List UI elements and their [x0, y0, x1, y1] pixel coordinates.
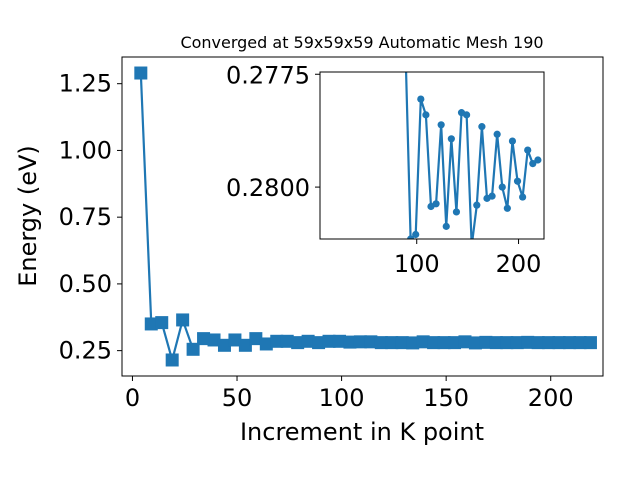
main-data-point — [573, 336, 587, 350]
main-data-point — [500, 336, 514, 350]
inset-data-point — [407, 235, 415, 239]
main-data-point — [322, 334, 336, 348]
main-data-point — [395, 336, 409, 350]
inset-data-point — [422, 111, 430, 119]
inset-data-point — [473, 201, 481, 209]
main-chart: Converged at 59x59x59 Automatic Mesh 190… — [14, 33, 604, 446]
main-data-point — [312, 336, 326, 350]
main-data-point — [291, 336, 305, 350]
inset-chart: 100 200 0.2775 0.2800 — [226, 61, 545, 278]
main-data-point — [238, 338, 252, 352]
inset-series-group — [404, 72, 542, 239]
main-y-ticks: 0.25 0.50 0.75 1.00 1.25 — [59, 70, 122, 365]
main-data-point — [197, 332, 211, 346]
main-plot-frame — [121, 56, 604, 377]
main-data-point — [448, 336, 462, 350]
inset-plot-frame — [319, 71, 545, 240]
main-data-point — [437, 336, 451, 350]
main-data-point — [374, 336, 388, 350]
main-data-point — [510, 336, 524, 350]
main-data-point — [207, 333, 221, 347]
main-data-point — [458, 335, 472, 349]
main-data-point — [416, 335, 430, 349]
inset-data-point — [534, 156, 542, 164]
inset-y-ticks: 0.2775 0.2800 — [226, 61, 320, 202]
main-data-point — [217, 338, 231, 352]
inset-data-point — [452, 208, 461, 216]
main-y-tick-label: 1.25 — [59, 70, 112, 98]
main-data-point — [563, 336, 577, 350]
inset-data-point — [513, 177, 522, 185]
y-axis-label: Energy (eV) — [14, 145, 42, 287]
main-series — [134, 66, 597, 367]
inset-data-point — [498, 183, 506, 191]
main-y-tick-label: 0.25 — [59, 337, 112, 365]
main-data-point — [385, 336, 399, 350]
main-data-point — [270, 334, 284, 348]
inset-data-point — [488, 192, 496, 200]
main-data-point — [228, 333, 242, 347]
inset-data-point — [524, 146, 532, 154]
inset-data-point — [412, 230, 420, 239]
main-data-point — [249, 332, 263, 346]
main-y-tick-label: 1.00 — [59, 136, 112, 164]
main-data-point — [521, 335, 535, 349]
inset-data-point — [503, 204, 511, 212]
inset-data-point — [447, 135, 455, 143]
main-data-point — [479, 335, 493, 349]
main-data-point — [259, 337, 273, 351]
main-x-tick-label: 0 — [125, 384, 140, 412]
main-data-point — [155, 316, 169, 330]
inset-series — [404, 72, 542, 239]
main-x-tick-label: 150 — [423, 384, 469, 412]
main-data-point — [343, 335, 357, 349]
x-axis-label: Increment in K point — [240, 418, 484, 446]
main-data-point — [542, 336, 556, 350]
inset-x-ticks: 100 200 — [394, 239, 542, 278]
main-data-point — [531, 336, 545, 350]
main-data-point — [301, 334, 315, 348]
main-data-point — [186, 342, 200, 356]
main-data-point — [364, 335, 378, 349]
main-x-tick-label: 200 — [528, 384, 574, 412]
inset-y-tick-label: 0.2775 — [226, 61, 310, 89]
main-data-point — [176, 313, 190, 327]
main-y-tick-label: 0.50 — [59, 270, 112, 298]
main-data-point — [427, 336, 441, 350]
inset-data-point — [508, 137, 517, 145]
inset-data-point — [529, 160, 537, 168]
main-data-point — [552, 336, 566, 350]
inset-data-point — [432, 200, 440, 208]
inset-data-point — [463, 111, 471, 119]
inset-data-point — [478, 123, 486, 131]
inset-x-tick-label: 100 — [394, 250, 440, 278]
inset-data-point — [417, 95, 425, 103]
main-data-point — [144, 317, 158, 331]
main-x-tick-label: 50 — [222, 384, 253, 412]
main-x-ticks: 0 50 100 150 200 — [125, 376, 574, 412]
chart-title: Converged at 59x59x59 Automatic Mesh 190 — [180, 33, 543, 52]
inset-series-line — [404, 72, 539, 239]
inset-data-point — [442, 222, 450, 230]
inset-data-point — [493, 130, 501, 138]
main-data-point — [353, 335, 367, 349]
main-data-point — [280, 334, 294, 348]
main-data-point — [583, 336, 597, 350]
main-data-point — [165, 353, 179, 367]
inset-data-point — [519, 193, 527, 201]
inset-x-tick-label: 200 — [496, 250, 542, 278]
main-data-point — [489, 336, 503, 350]
main-y-tick-label: 0.75 — [59, 203, 112, 231]
inset-y-tick-label: 0.2800 — [226, 174, 310, 202]
main-data-point — [134, 66, 148, 80]
main-data-point — [406, 336, 420, 350]
main-data-point — [332, 334, 346, 348]
main-x-tick-label: 100 — [319, 384, 365, 412]
main-data-point — [468, 336, 482, 350]
inset-data-point — [437, 121, 445, 129]
